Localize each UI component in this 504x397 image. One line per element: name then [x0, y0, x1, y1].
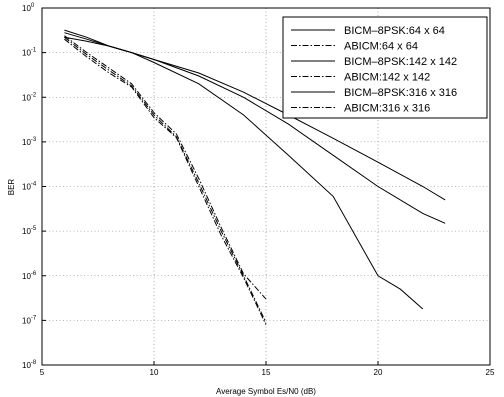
- legend-label-5: BICM–8PSK:316 x 316: [344, 87, 457, 99]
- y-tick-label: 10-1: [22, 48, 37, 58]
- x-tick-labels: 5 10 15 20 25: [40, 361, 495, 377]
- x-tick-label: 20: [374, 368, 383, 377]
- y-tick-label: 10-7: [22, 315, 37, 325]
- legend-label-6: ABICM:316 x 316: [344, 103, 430, 115]
- legend: BICM–8PSK:64 x 64 ABICM:64 x 64 BICM–8PSK:…: [282, 16, 488, 119]
- x-tick-label: 15: [262, 368, 271, 377]
- series-layer: [64, 29, 446, 325]
- series-line-2: [64, 38, 267, 325]
- x-tick-label: 25: [486, 368, 495, 377]
- y-tick-label: 10-5: [22, 226, 37, 236]
- legend-label-1: BICM–8PSK:64 x 64: [344, 25, 445, 37]
- y-tick-label: 10-4: [22, 182, 37, 192]
- series-line-4: [64, 36, 267, 323]
- x-tick-label: 10: [150, 368, 159, 377]
- legend-label-2: ABICM:64 x 64: [344, 41, 418, 53]
- y-tick-labels: 100 10-1 10-2 10-3 10-4 10-5 10-6 10-7 10-8: [22, 3, 46, 370]
- y-tick-label: 10-3: [22, 137, 37, 147]
- y-tick-label: 10-8: [22, 360, 37, 370]
- x-axis-label: Average Symbol Es/N0 (dB): [216, 387, 316, 396]
- y-tick-label: 10-6: [22, 271, 37, 281]
- legend-label-4: ABICM:142 x 142: [344, 72, 430, 84]
- y-tick-label: 10-2: [22, 92, 37, 102]
- y-axis-label: BER: [7, 179, 16, 196]
- x-tick-label: 5: [40, 368, 45, 377]
- y-tick-label: 100: [22, 3, 35, 13]
- series-line-6: [64, 35, 267, 300]
- legend-label-3: BICM–8PSK:142 x 142: [344, 56, 457, 68]
- series-line-5: [64, 29, 424, 310]
- legend-box: [282, 16, 488, 119]
